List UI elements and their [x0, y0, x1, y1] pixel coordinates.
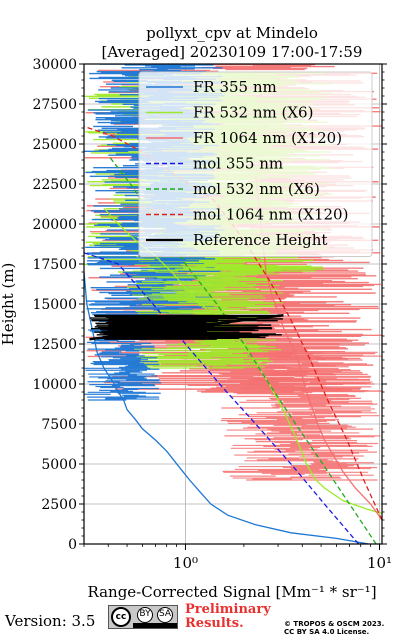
legend: FR 355 nm FR 532 nm (X6) FR 1064 nm (X120)…	[138, 71, 373, 257]
cc-license-badge: cc BY SA	[108, 605, 178, 629]
legend-label: mol 1064 nm (X120)	[193, 206, 348, 224]
x-tick-label: 10⁰	[173, 554, 198, 572]
series-line	[84, 271, 369, 544]
y-tick-label: 15000	[32, 297, 77, 313]
preliminary-line2: Results.	[185, 616, 244, 631]
sa-icon: SA	[157, 607, 173, 623]
y-tick-label: 17500	[32, 257, 77, 273]
y-tick-label: 5000	[41, 457, 77, 473]
x-tick-label: 10¹	[367, 554, 392, 572]
copyright-line1: © TROPOS & OSCM 2023.	[284, 620, 385, 628]
legend-label: FR 532 nm (X6)	[193, 104, 313, 122]
y-tick-label: 10000	[32, 377, 77, 393]
y-tick-label: 25000	[32, 137, 77, 153]
chart-title: pollyxt_cpv at Mindelo	[146, 24, 318, 42]
chart: pollyxt_cpv at Mindelo [Averaged] 202301…	[0, 24, 392, 600]
y-tick-label: 12500	[32, 337, 77, 353]
chart-subtitle: [Averaged] 20230109 17:00-17:59	[102, 43, 363, 61]
legend-label: FR 1064 nm (X120)	[193, 129, 342, 147]
series-line	[255, 175, 382, 521]
y-tick-label: 7500	[41, 417, 77, 433]
preliminary-line1: Preliminary	[185, 602, 271, 617]
preliminary-notice: Preliminary Results.	[185, 603, 271, 631]
copyright-notice: © TROPOS & OSCM 2023. CC BY SA 4.0 Licen…	[284, 620, 384, 636]
version-label: Version: 3.5	[5, 612, 96, 630]
y-tick-label: 2500	[41, 497, 77, 513]
footer: Version: 3.5 cc BY SA Preliminary Result…	[0, 600, 400, 640]
copyright-line2: CC BY SA 4.0 License.	[284, 628, 370, 636]
legend-label: FR 355 nm	[193, 78, 277, 96]
legend-box	[138, 71, 373, 257]
badge-strip	[133, 623, 177, 628]
legend-label: Reference Height	[193, 231, 327, 249]
y-tick-label: 22500	[32, 177, 77, 193]
y-tick-label: 0	[68, 537, 77, 553]
cc-icon: cc	[111, 607, 131, 627]
y-tick-label: 20000	[32, 217, 77, 233]
legend-label: mol 532 nm (X6)	[193, 180, 320, 198]
series-line	[84, 252, 360, 544]
y-tick-label: 27500	[32, 97, 77, 113]
legend-label: mol 355 nm	[193, 155, 283, 173]
by-icon: BY	[137, 607, 153, 623]
y-tick-label: 30000	[32, 57, 77, 73]
axis-ticks: 0 2500 5000 7500 10000 12500 15000 17500 20000 22…	[32, 57, 392, 572]
y-axis-label: Height (m)	[0, 263, 17, 346]
x-axis-label: Range-Corrected Signal [Mm⁻¹ * sr⁻¹]	[87, 583, 376, 600]
